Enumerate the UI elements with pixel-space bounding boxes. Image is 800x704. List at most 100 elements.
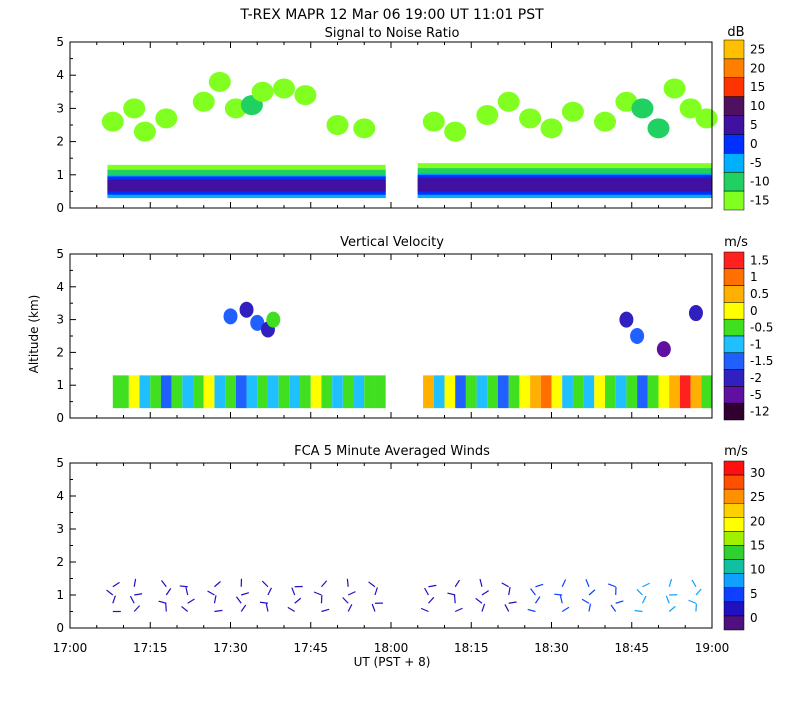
wind-barb-3-3 <box>180 586 188 587</box>
wind-barb-17-2 <box>589 590 595 595</box>
colorbar-label-0-2: 15 <box>750 80 765 94</box>
vv-column-50 <box>691 375 702 408</box>
y-tick-label-0-0: 0 <box>56 201 64 215</box>
wind-barb-10-2 <box>375 587 377 595</box>
wind-barb-6-2 <box>268 588 272 595</box>
wind-barb-6-3 <box>262 581 268 587</box>
vv-column-25 <box>423 375 434 408</box>
vv-column-10 <box>225 375 236 408</box>
x-tick-label-6: 18:30 <box>534 641 569 655</box>
snr-echo-15 <box>476 105 498 125</box>
vv-column-1 <box>129 375 140 408</box>
colorbar-label-1-4: -0.5 <box>750 321 773 335</box>
colorbar-swatch-0-2 <box>724 78 744 97</box>
vv-column-28 <box>455 375 466 408</box>
vv-echo-1 <box>240 302 254 318</box>
colorbar-swatch-1-1 <box>724 269 744 286</box>
snr-echo-26 <box>696 108 718 128</box>
colorbar-label-2-1: 25 <box>750 490 765 504</box>
wind-barb-4-1 <box>214 595 216 603</box>
wind-barb-11-3 <box>428 585 436 586</box>
colorbar-label-2-0: 30 <box>750 466 765 480</box>
wind-barb-20-0 <box>669 606 675 611</box>
wind-barb-13-0 <box>482 604 485 612</box>
vv-echo-0 <box>224 308 238 324</box>
wind-barb-18-0 <box>611 605 616 611</box>
snr-echo-14 <box>444 122 466 142</box>
x-tick-label-8: 19:00 <box>695 641 730 655</box>
vv-echo-8 <box>689 305 703 321</box>
colorbar-label-2-6: 0 <box>750 611 758 625</box>
vv-echo-4 <box>266 312 280 328</box>
snr-echo-16 <box>498 92 520 112</box>
wind-barb-15-0 <box>528 609 536 611</box>
wind-barb-11-2 <box>425 588 429 595</box>
wind-barb-9-2 <box>348 592 355 595</box>
wind-barb-21-2 <box>696 589 701 595</box>
vv-column-0 <box>113 375 129 408</box>
vv-column-13 <box>257 375 268 408</box>
snr-layer-0-4 <box>107 180 385 192</box>
colorbar-swatch-2-3 <box>724 503 744 517</box>
snr-unit-label: dB <box>727 25 744 40</box>
colorbar-swatch-1-8 <box>724 386 744 403</box>
vv-column-19 <box>321 375 332 408</box>
colorbar-label-0-5: 0 <box>750 137 758 151</box>
wind-barb-14-1 <box>509 602 517 603</box>
vv-column-2 <box>140 375 151 408</box>
colorbar-label-2-5: 5 <box>750 587 758 601</box>
y-tick-label-1-4: 4 <box>56 280 64 294</box>
winds-unit-label: m/s <box>724 444 748 459</box>
colorbar-swatch-1-6 <box>724 353 744 370</box>
wind-barb-4-2 <box>208 591 215 595</box>
snr-echo-5 <box>209 72 231 92</box>
wind-barb-0-1 <box>113 596 116 604</box>
wind-barb-8-3 <box>321 581 326 587</box>
vv-column-29 <box>466 375 477 408</box>
vv-column-33 <box>509 375 520 408</box>
wind-barb-3-2 <box>186 587 188 595</box>
wind-barb-8-2 <box>314 592 321 595</box>
y-tick-label-0-5: 5 <box>56 35 64 49</box>
colorbar-swatch-0-4 <box>724 116 744 135</box>
wind-barb-15-2 <box>531 589 536 595</box>
wind-barb-1-0 <box>134 606 139 612</box>
vv-column-16 <box>289 375 300 408</box>
wind-barb-5-0 <box>241 605 246 612</box>
vv-column-4 <box>161 375 172 408</box>
wind-barb-0-3 <box>113 582 120 586</box>
x-tick-label-1: 17:15 <box>133 641 168 655</box>
wind-barb-4-0 <box>214 610 222 611</box>
snr-echo-10 <box>294 85 316 105</box>
vv-column-12 <box>247 375 258 408</box>
colorbar-label-1-5: -1 <box>750 337 762 351</box>
vv-column-43 <box>616 375 627 408</box>
y-tick-label-2-4: 4 <box>56 489 64 503</box>
snr-echo-2 <box>134 122 156 142</box>
colorbar-label-1-7: -2 <box>750 371 762 385</box>
x-tick-label-4: 18:00 <box>374 641 409 655</box>
velocity-unit-label: m/s <box>724 235 748 250</box>
y-tick-label-0-4: 4 <box>56 68 64 82</box>
wind-barb-10-3 <box>369 582 375 587</box>
vv-column-20 <box>332 375 343 408</box>
vv-column-6 <box>182 375 193 408</box>
snr-echo-24 <box>664 78 686 98</box>
wind-barb-19-0 <box>635 611 643 612</box>
colorbar-label-1-9: -12 <box>750 405 770 419</box>
colorbar-label-0-7: -10 <box>750 175 770 189</box>
colorbar-label-0-8: -15 <box>750 194 770 208</box>
colorbar-label-1-1: 1 <box>750 270 758 284</box>
wind-barb-13-3 <box>480 579 482 587</box>
vv-column-18 <box>311 375 322 408</box>
vv-column-30 <box>477 375 488 408</box>
vv-column-34 <box>519 375 530 408</box>
wind-barb-3-0 <box>181 606 187 611</box>
wind-barb-11-1 <box>428 597 433 603</box>
y-tick-label-0-1: 1 <box>56 168 64 182</box>
vv-column-41 <box>594 375 605 408</box>
wind-barb-2-2 <box>166 588 170 595</box>
wind-barb-19-1 <box>642 596 646 603</box>
